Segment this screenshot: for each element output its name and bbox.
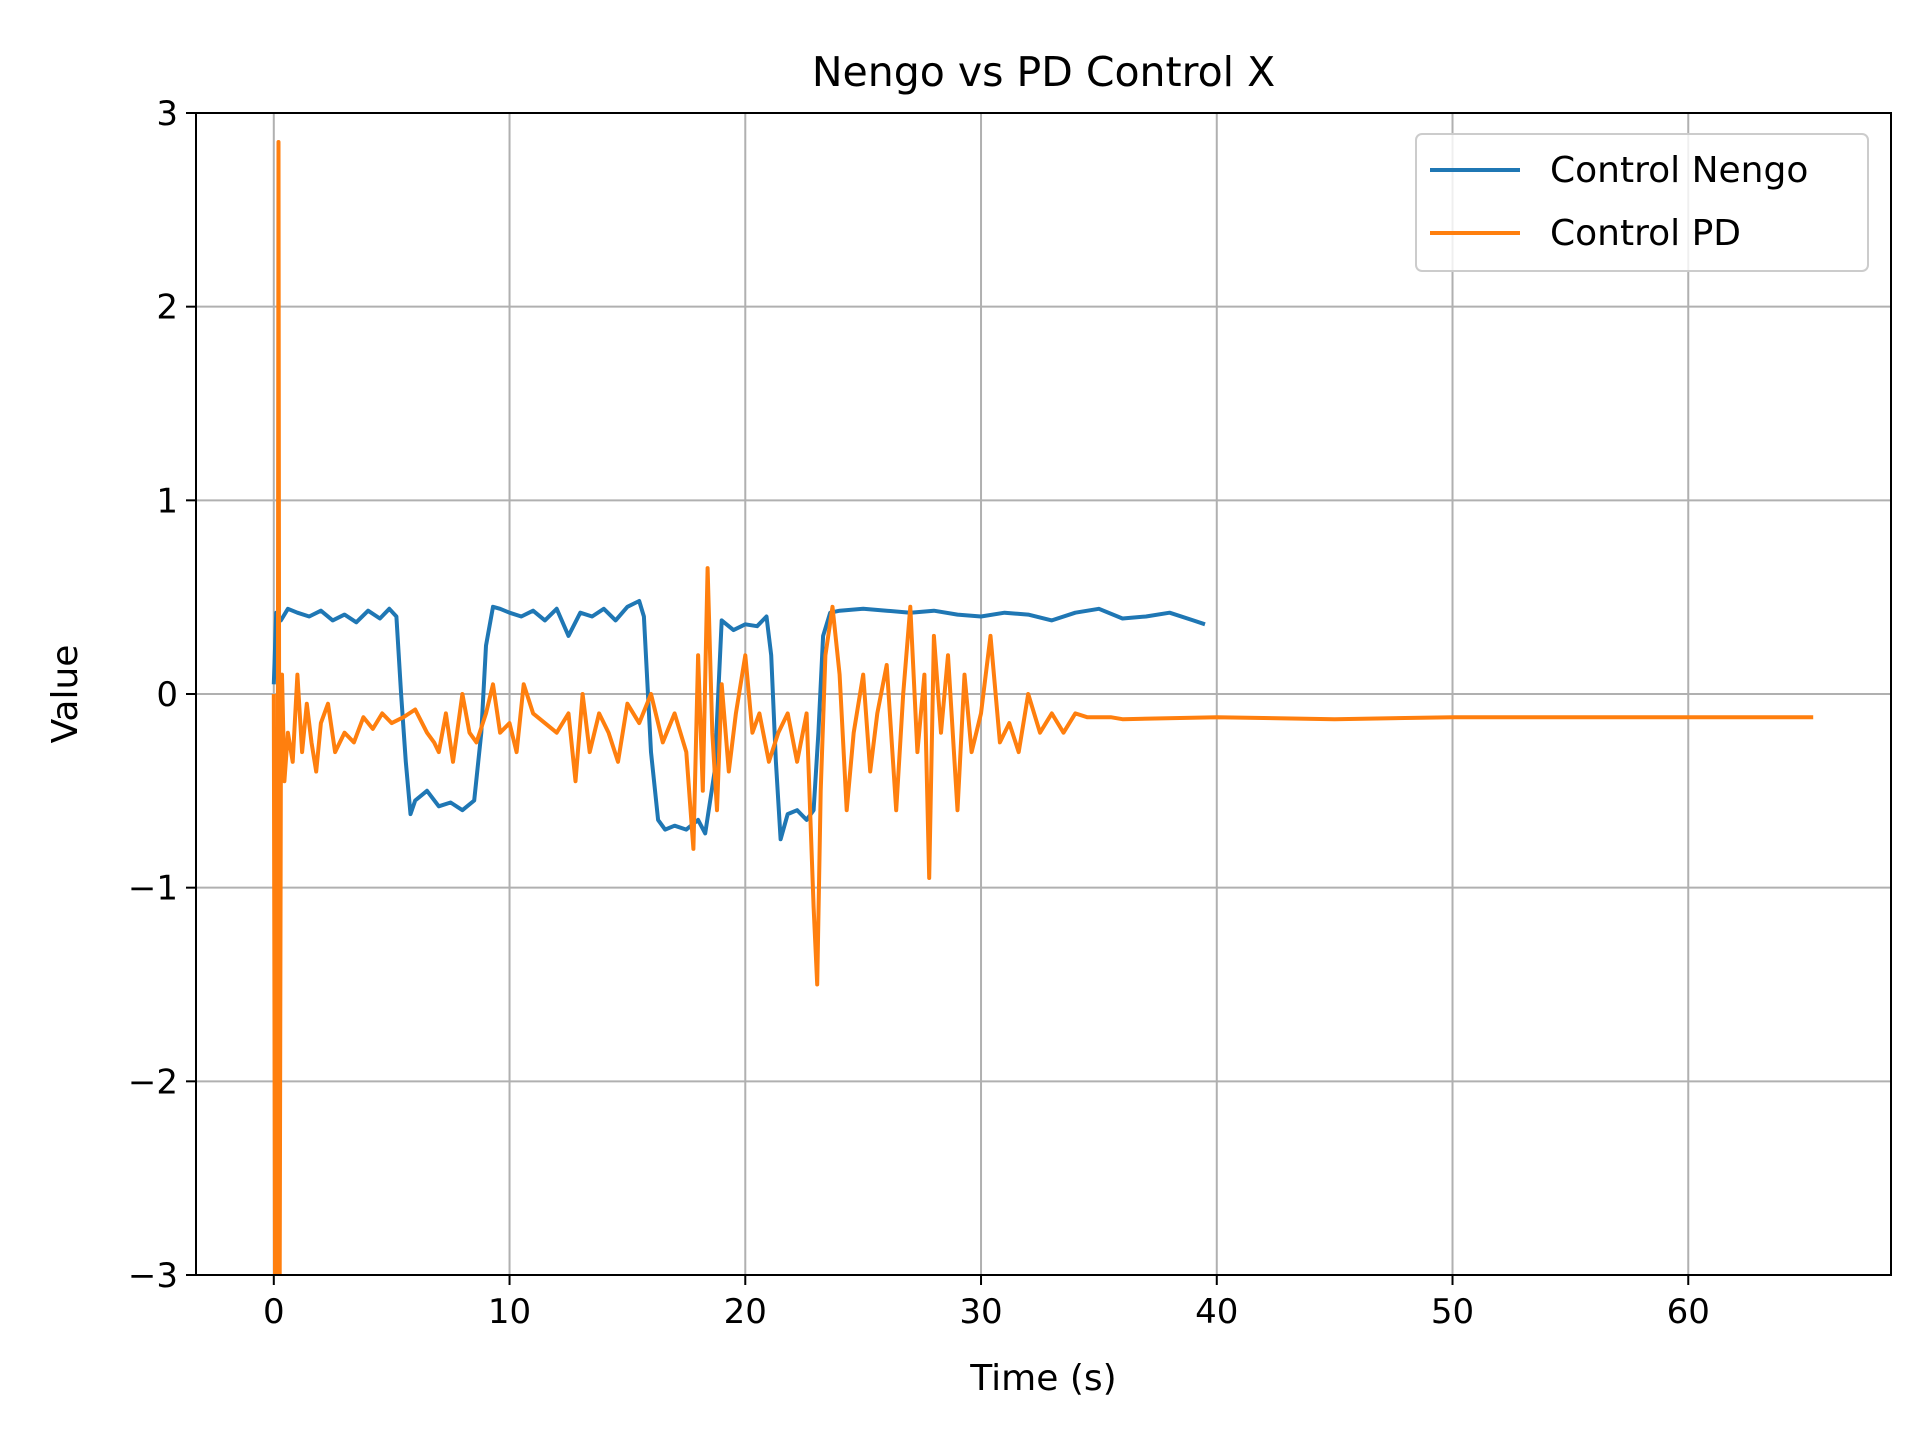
y-tick-label: 3 xyxy=(156,94,178,134)
x-tick-label: 20 xyxy=(724,1292,767,1332)
legend: Control Nengo Control PD xyxy=(1415,133,1869,272)
series-line-control-nengo xyxy=(271,599,1206,842)
x-tick-label: 60 xyxy=(1667,1292,1710,1332)
x-tick-label: 0 xyxy=(263,1292,285,1332)
y-tick-label: 1 xyxy=(156,481,178,521)
y-tick-label: −2 xyxy=(128,1062,178,1102)
y-axis-label: Value xyxy=(45,645,86,744)
x-tick-label: 30 xyxy=(959,1292,1002,1332)
chart-title: Nengo vs PD Control X xyxy=(812,48,1275,96)
legend-box xyxy=(1415,133,1869,272)
series-lines xyxy=(271,140,1814,1275)
y-tick-label: 0 xyxy=(156,675,178,715)
x-tick-label: 50 xyxy=(1431,1292,1474,1332)
legend-label-control-nengo: Control Nengo xyxy=(1550,150,1808,191)
y-tick-label: −3 xyxy=(128,1256,178,1296)
y-tick-label: −1 xyxy=(128,869,178,909)
series-line-control-pd xyxy=(271,140,1814,1275)
x-axis-label: Time (s) xyxy=(969,1358,1116,1399)
axis-ticks: 0 10 20 30 40 50 60 −3 −2 −1 0 1 2 3 xyxy=(128,94,1710,1332)
legend-label-control-pd: Control PD xyxy=(1550,213,1741,254)
y-tick-label: 2 xyxy=(156,288,178,328)
x-tick-label: 10 xyxy=(488,1292,531,1332)
x-tick-label: 40 xyxy=(1195,1292,1238,1332)
